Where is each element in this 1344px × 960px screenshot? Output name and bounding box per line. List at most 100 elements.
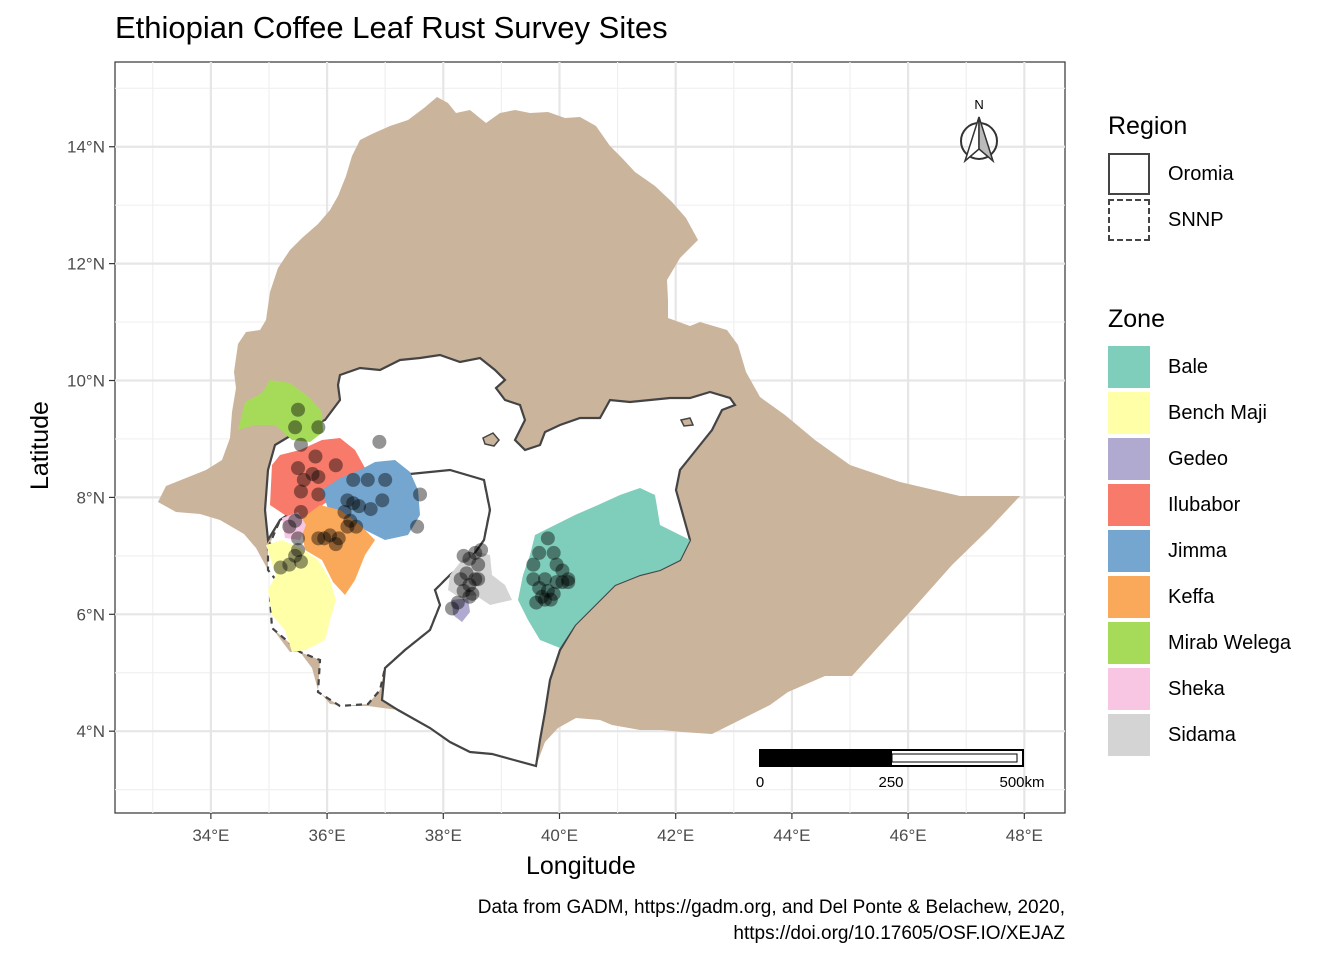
legend-swatch (1108, 668, 1150, 710)
survey-site-point (372, 434, 387, 449)
legend-swatch (1108, 622, 1150, 664)
survey-site-point (453, 572, 468, 587)
legend-item-zone: Mirab Welega (1108, 620, 1291, 666)
legend-zone: Zone Bale Bench Maji Gedeo Ilubabor Jimma Kef… (1108, 305, 1291, 758)
survey-site-point (413, 487, 428, 502)
survey-site-point (546, 586, 561, 601)
survey-site-point (340, 519, 355, 534)
zone-mirab-welega (238, 380, 323, 442)
survey-site-point (305, 467, 320, 482)
caption-line-1: Data from GADM, https://gadm.org, and De… (477, 897, 1065, 918)
legend-item-zone: Bench Maji (1108, 390, 1291, 436)
survey-site-point (555, 563, 570, 578)
survey-site-point (293, 505, 308, 520)
survey-site-point (363, 502, 378, 517)
legend-item-zone: Gedeo (1108, 436, 1291, 482)
survey-site-point (456, 583, 471, 598)
survey-site-point (288, 420, 303, 435)
legend-label: SNNP (1168, 208, 1224, 231)
survey-site-point (529, 595, 544, 610)
survey-site-point (546, 545, 561, 560)
legend-label: Ilubabor (1168, 493, 1241, 516)
legend-item-zone: Keffa (1108, 574, 1291, 620)
survey-site-point (291, 402, 306, 417)
x-tick-label: 40°E (541, 826, 578, 845)
survey-site-point (282, 519, 297, 534)
survey-site-point (317, 531, 332, 546)
scale-bar-label-0: 0 (756, 774, 764, 791)
survey-site-point (555, 575, 570, 590)
survey-site-point (375, 493, 390, 508)
y-tick-label: 14°N (67, 138, 105, 157)
legend-label: Sidama (1168, 723, 1236, 746)
survey-site-point (288, 548, 303, 563)
enclave-shape (482, 432, 500, 447)
survey-site-point (311, 531, 326, 546)
survey-site-point (456, 548, 471, 563)
legend-swatch (1108, 392, 1150, 434)
survey-site-point (540, 531, 555, 546)
survey-site-point (526, 572, 541, 587)
legend-swatch (1108, 438, 1150, 480)
legend-item-zone: Jimma (1108, 528, 1291, 574)
north-arrow-label: N (974, 97, 983, 112)
survey-site-point (340, 493, 355, 508)
survey-site-point (346, 496, 361, 511)
x-tick-label: 46°E (890, 826, 927, 845)
y-tick-label: 6°N (76, 605, 105, 624)
survey-site-point (288, 513, 303, 528)
survey-site-point (561, 575, 576, 590)
caption: Data from GADM, https://gadm.org, and De… (478, 895, 1065, 947)
survey-site-point (410, 519, 425, 534)
survey-site-point (468, 572, 483, 587)
zone-sidama (448, 552, 512, 605)
north-arrow-right (978, 116, 995, 164)
scale-bar-label-250: 250 (878, 774, 903, 791)
legend-swatch (1108, 346, 1150, 388)
legend-zone-title: Zone (1108, 305, 1165, 333)
survey-site-point (328, 537, 343, 552)
legend-swatch (1108, 484, 1150, 526)
survey-site-point (328, 458, 343, 473)
survey-site-point (474, 543, 489, 558)
survey-site-point (462, 578, 477, 593)
survey-site-point (343, 513, 358, 528)
y-tick-label: 4°N (76, 722, 105, 741)
survey-site-point (537, 572, 552, 587)
survey-site-point (311, 420, 326, 435)
y-tick-label: 12°N (67, 255, 105, 274)
survey-site-point (311, 469, 326, 484)
survey-site-point (308, 449, 323, 464)
legend-swatch-dashed (1108, 199, 1150, 241)
x-tick-label: 42°E (657, 826, 694, 845)
survey-site-point (537, 592, 552, 607)
survey-site-point (532, 580, 547, 595)
x-tick-label: 34°E (192, 826, 229, 845)
survey-site-point (543, 592, 558, 607)
zone-keffa (300, 505, 375, 595)
survey-site-point (471, 557, 486, 572)
survey-site-point (445, 601, 460, 616)
survey-site-point (296, 472, 311, 487)
survey-site-point (293, 554, 308, 569)
scale-bar-white-segment (891, 753, 1018, 763)
survey-sites-layer (273, 402, 576, 616)
legend-swatch (1108, 530, 1150, 572)
legend-label: Keffa (1168, 585, 1215, 608)
chart-title: Ethiopian Coffee Leaf Rust Survey Sites (115, 10, 668, 45)
legend-item-zone: Sheka (1108, 666, 1291, 712)
survey-site-point (471, 572, 486, 587)
y-tick-label: 8°N (76, 488, 105, 507)
zone-sheka (282, 512, 306, 540)
survey-site-point (352, 499, 367, 514)
survey-site-point (468, 545, 483, 560)
legend-item-oromia: Oromia (1108, 151, 1234, 197)
legend-item-zone: Ilubabor (1108, 482, 1291, 528)
legend-label: Bale (1168, 355, 1209, 378)
legend-label: Oromia (1168, 162, 1234, 185)
scale-bar-label-500: 500km (999, 774, 1044, 791)
survey-site-point (273, 560, 288, 575)
legend-item-snnp: SNNP (1108, 197, 1234, 243)
survey-site-point (526, 557, 541, 572)
